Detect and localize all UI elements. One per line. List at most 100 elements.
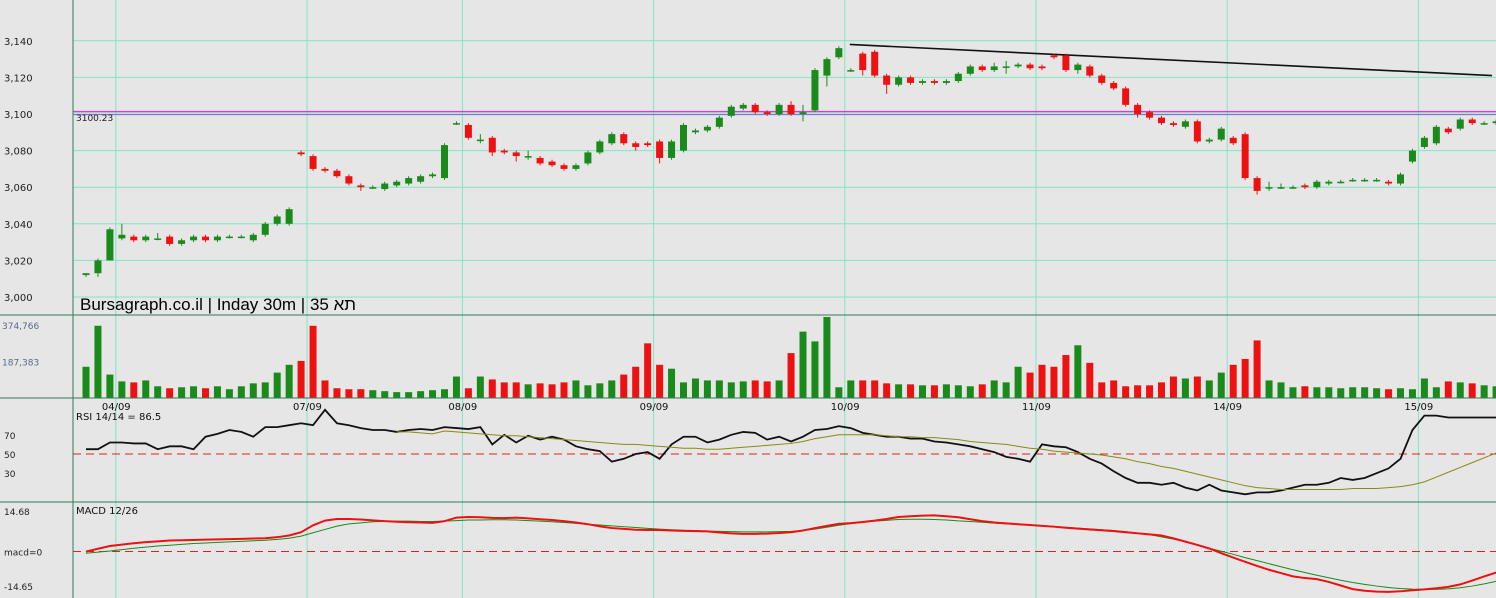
- candle-body: [668, 141, 676, 158]
- support-level-label: 3100.23: [76, 114, 113, 124]
- volume-bar: [1468, 383, 1476, 398]
- candle-body: [1241, 134, 1249, 179]
- candle-body: [1337, 181, 1345, 184]
- volume-bar: [94, 325, 102, 398]
- candle-body: [237, 236, 245, 239]
- candle-body: [1110, 82, 1118, 89]
- candle-body: [644, 143, 652, 146]
- candle-body: [178, 240, 186, 244]
- volume-bar: [464, 388, 472, 398]
- volume-bar: [178, 387, 186, 398]
- volume-bar: [656, 364, 664, 398]
- candle-body: [907, 77, 915, 83]
- price-tick-label: 3,060: [4, 183, 33, 194]
- candle-body: [871, 51, 879, 76]
- candle-body: [106, 229, 114, 261]
- volume-bar: [1325, 387, 1333, 398]
- price-panel: [73, 43, 1496, 277]
- volume-bar: [942, 384, 950, 398]
- volume-bar: [500, 382, 508, 398]
- candle-body: [309, 156, 317, 169]
- volume-bar: [1397, 388, 1404, 398]
- volume-bar: [835, 387, 843, 398]
- volume-bar: [1456, 382, 1464, 398]
- candle-body: [190, 236, 198, 241]
- volume-bar: [703, 380, 711, 398]
- volume-bar: [1420, 378, 1428, 398]
- volume-bar: [273, 372, 281, 398]
- volume-bar: [930, 385, 938, 398]
- volume-bar: [1349, 387, 1357, 398]
- candle-body: [608, 134, 616, 144]
- volume-bar: [1098, 382, 1106, 398]
- candle-body: [823, 59, 831, 76]
- candle-body: [225, 236, 233, 239]
- date-tick-label: 07/09: [293, 402, 322, 413]
- volume-bar: [608, 380, 616, 398]
- date-tick-label: 08/09: [448, 402, 477, 413]
- volume-panel: [82, 317, 1496, 398]
- candle-body: [978, 66, 986, 71]
- candle-body: [1205, 139, 1213, 142]
- candle-body: [321, 168, 329, 171]
- candle-body: [715, 117, 723, 127]
- candle-body: [1420, 137, 1428, 147]
- candle-body: [297, 152, 305, 155]
- volume-bar: [524, 384, 532, 398]
- candle-body: [1468, 119, 1476, 124]
- price-tick-label: 3,140: [4, 37, 33, 48]
- volume-bar: [1444, 381, 1452, 398]
- candle-body: [751, 104, 759, 113]
- volume-bar: [1385, 389, 1393, 398]
- volume-bar: [1122, 386, 1130, 398]
- candle-body: [476, 139, 484, 142]
- candle-body: [1086, 66, 1094, 76]
- candle-body: [942, 81, 950, 83]
- volume-bar: [751, 380, 759, 398]
- volume-bar: [1301, 386, 1309, 398]
- candle-body: [883, 75, 891, 85]
- volume-bar: [369, 390, 377, 398]
- volume-bar: [632, 366, 640, 398]
- rsi-title: RSI 14/14 = 86.5: [76, 412, 161, 423]
- candle-body: [452, 123, 460, 125]
- candle-body: [1277, 187, 1285, 189]
- candle-body: [166, 236, 174, 244]
- volume-bar: [1146, 385, 1154, 398]
- candle-body: [763, 112, 771, 115]
- volume-bar: [895, 384, 903, 398]
- candle-body: [1158, 117, 1165, 124]
- volume-bar: [775, 380, 783, 398]
- volume-bar: [237, 386, 245, 398]
- volume-bar: [1026, 372, 1034, 398]
- candle-body: [703, 126, 711, 131]
- rsi-tick-label: 30: [4, 470, 16, 480]
- volume-bar: [154, 386, 162, 398]
- volume-bar: [1086, 362, 1094, 398]
- candle-body: [1361, 179, 1369, 182]
- candle-body: [345, 176, 353, 184]
- candle-body: [285, 209, 293, 224]
- candle-body: [1181, 121, 1189, 127]
- volume-bar: [1181, 378, 1189, 398]
- volume-bar: [405, 392, 413, 398]
- volume-bar: [130, 382, 138, 398]
- volume-bar: [883, 383, 891, 398]
- volume-bar: [381, 391, 389, 398]
- volume-bar: [1253, 340, 1261, 398]
- volume-bar: [1229, 364, 1237, 398]
- candle-body: [548, 161, 556, 166]
- volume-bar: [560, 382, 568, 398]
- macd-signal-line: [85, 518, 1496, 590]
- candle-body: [333, 170, 341, 177]
- candle-body: [1456, 119, 1464, 129]
- volume-bar: [1062, 355, 1070, 398]
- volume-bar: [321, 380, 329, 398]
- volume-bar: [1492, 386, 1496, 398]
- volume-bar: [1289, 387, 1297, 398]
- volume-bar: [1480, 385, 1488, 398]
- date-tick-label: 14/09: [1213, 402, 1242, 413]
- candle-body: [1325, 181, 1333, 184]
- volume-bar: [787, 353, 795, 398]
